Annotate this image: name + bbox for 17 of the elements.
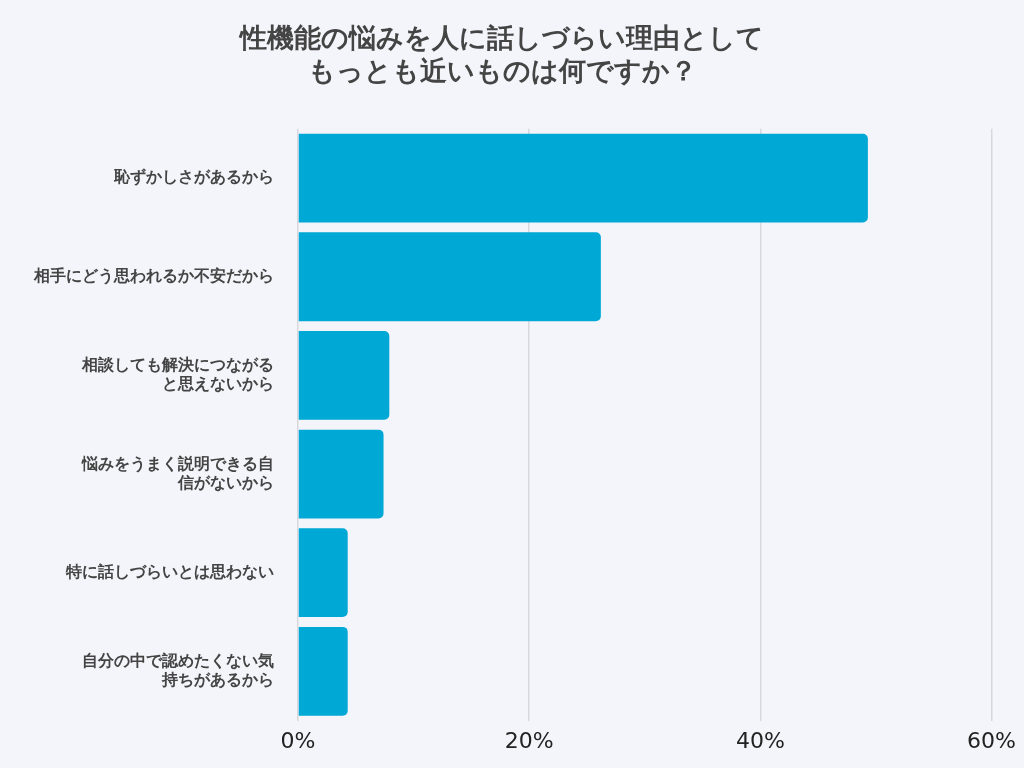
chart-title: 性機能の悩みを人に話しづらい理由としてもっとも近いものは何ですか？ (238, 22, 764, 86)
bar (298, 528, 348, 618)
y-tick-label: 相手にどう思われるか不安だから (33, 265, 274, 285)
bar (298, 133, 868, 223)
x-tick-label: 0% (280, 727, 316, 753)
bar (298, 232, 601, 322)
bar (298, 331, 390, 420)
x-tick-label: 20% (504, 727, 554, 753)
y-tick-label: 自分の中で認めたくない気持ちがあるから (82, 650, 274, 690)
bar (298, 626, 348, 716)
bar (298, 429, 384, 519)
x-tick-label: 60% (967, 727, 1016, 753)
y-tick-label: 相談しても解決につながると思えないから (81, 354, 274, 394)
y-tick-label: 恥ずかしさがあるから (113, 167, 274, 187)
y-tick-label: 悩みをうまく説明できる自信がないから (81, 453, 274, 492)
y-tick-label: 特に話しづらいとは思わない (65, 561, 274, 581)
x-tick-label: 40% (735, 727, 785, 753)
